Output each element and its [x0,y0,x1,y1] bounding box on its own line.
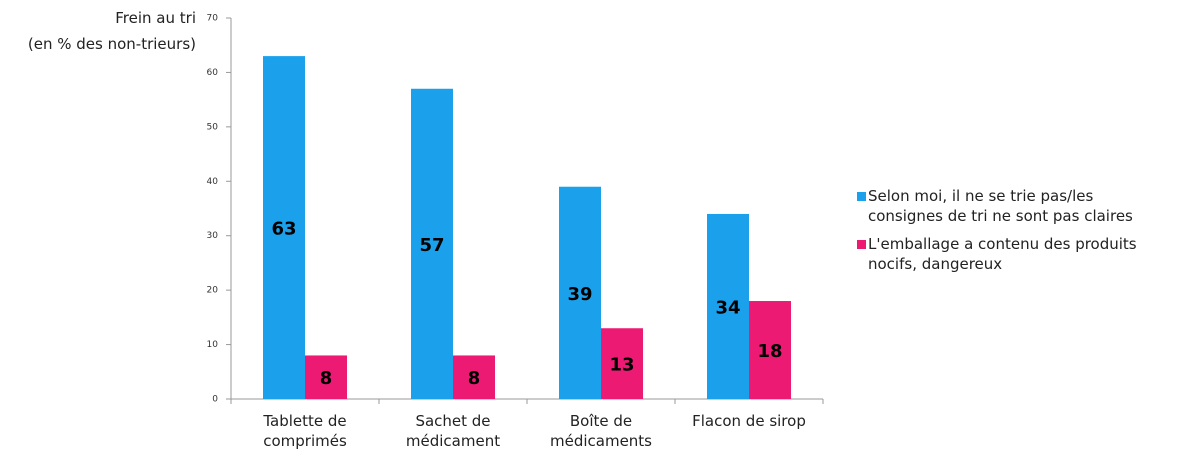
bar [453,355,495,399]
y-tick-label: 20 [207,286,219,296]
y-tick-label: 10 [207,340,219,350]
bar [601,328,643,399]
y-tick-label: 50 [207,122,219,132]
x-tick-label: Flacon de sirop [692,412,806,430]
data-label: 39 [567,284,592,305]
y-tick-label: 0 [212,395,218,405]
y-tick-label: 40 [207,177,219,187]
data-label: 34 [715,297,740,318]
legend-label: Selon moi, il ne se trie pas/les consign… [868,187,1133,225]
bar [263,56,305,399]
y-tick-label: 70 [207,14,219,24]
y-tick-label: 30 [207,231,219,241]
y-axis-label: Frein au tri [115,9,196,27]
x-tick-label: Boîte de médicaments [549,412,652,450]
data-label: 8 [468,368,481,389]
bar [305,355,347,399]
y-axis-label: (en % des non-trieurs) [27,35,196,53]
data-label: 13 [609,355,634,376]
legend-label: L'emballage a contenu des produits nocif… [868,235,1137,273]
bar [411,88,453,399]
x-tick-label: Sachet de médicament [405,412,501,450]
bar [559,186,601,399]
bar [749,301,791,399]
data-label: 57 [419,235,444,256]
bar [707,213,749,399]
y-tick-label: 60 [207,68,219,78]
data-label: 63 [271,219,296,240]
legend-swatch [857,192,866,201]
data-label: 18 [757,341,782,362]
x-tick-label: Tablette de comprimés [263,412,347,450]
data-label: 8 [320,368,333,389]
legend-swatch [857,240,866,249]
